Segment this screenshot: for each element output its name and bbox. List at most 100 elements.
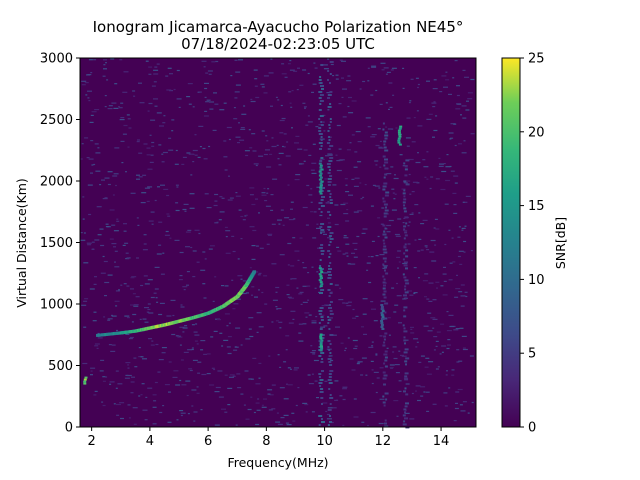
noise-speckle	[354, 151, 358, 153]
noise-speckle	[389, 366, 394, 369]
noise-speckle	[168, 391, 171, 393]
noise-speckle	[204, 82, 209, 84]
noise-speckle	[345, 191, 350, 193]
noise-speckle	[102, 255, 105, 258]
noise-speckle	[398, 350, 401, 352]
noise-speckle	[268, 409, 273, 411]
noise-speckle	[368, 346, 374, 348]
interference-band-cell	[403, 336, 406, 339]
interference-band-cell	[328, 295, 331, 297]
noise-speckle	[111, 102, 117, 104]
interference-band-cell	[327, 97, 330, 99]
noise-speckle	[353, 166, 358, 168]
noise-speckle	[258, 212, 260, 214]
noise-speckle	[380, 223, 384, 225]
noise-speckle	[97, 337, 103, 339]
noise-speckle	[80, 232, 83, 234]
noise-speckle	[154, 266, 160, 268]
noise-speckle	[302, 267, 307, 269]
noise-speckle	[388, 219, 394, 222]
noise-speckle	[282, 224, 285, 226]
noise-speckle	[116, 329, 118, 332]
noise-speckle	[140, 356, 144, 358]
noise-speckle	[139, 102, 145, 104]
noise-speckle	[221, 197, 225, 199]
noise-speckle	[311, 350, 316, 352]
noise-speckle	[116, 220, 120, 222]
interference-band-cell	[384, 356, 388, 359]
noise-speckle	[287, 184, 290, 186]
noise-speckle	[165, 75, 169, 77]
noise-speckle	[150, 344, 155, 346]
hotspot-cell	[380, 322, 384, 324]
noise-speckle	[405, 137, 411, 139]
noise-speckle	[279, 327, 282, 329]
colorbar-tick-label: 5	[528, 347, 536, 362]
noise-speckle	[249, 187, 255, 189]
noise-speckle	[223, 140, 227, 142]
noise-speckle	[423, 325, 429, 327]
noise-speckle	[347, 75, 351, 77]
interference-band-cell	[320, 250, 325, 252]
hotspot-cell	[398, 127, 402, 130]
noise-speckle	[120, 102, 124, 104]
noise-speckle	[202, 147, 206, 150]
interference-band-cell	[384, 422, 387, 425]
noise-speckle	[294, 367, 299, 369]
noise-speckle	[189, 193, 195, 195]
interference-band-cell	[320, 397, 324, 399]
noise-speckle	[208, 145, 211, 148]
noise-speckle	[271, 408, 276, 410]
interference-band-cell	[384, 269, 386, 272]
x-axis: 2 4 6 8 10 12 14	[88, 427, 449, 449]
noise-speckle	[130, 277, 135, 279]
noise-speckle	[179, 326, 185, 328]
interference-band-cell	[383, 278, 386, 281]
interference-band-cell	[404, 387, 407, 390]
x-tick-label: 10	[316, 434, 333, 449]
hotspot-cell	[318, 162, 322, 165]
noise-speckle	[306, 184, 310, 187]
noise-speckle	[362, 228, 368, 230]
noise-speckle	[204, 96, 207, 98]
noise-speckle	[214, 424, 220, 426]
noise-speckle	[383, 67, 389, 69]
noise-speckle	[277, 423, 283, 425]
noise-speckle	[295, 174, 301, 176]
noise-speckle	[260, 83, 265, 85]
x-tick-label: 12	[375, 434, 392, 449]
interference-band-cell	[383, 212, 388, 215]
noise-speckle	[163, 115, 166, 117]
interference-band-cell	[328, 373, 332, 375]
noise-speckle	[304, 107, 306, 109]
noise-speckle	[113, 107, 119, 109]
noise-speckle	[158, 244, 162, 246]
y-tick-label: 1500	[40, 236, 73, 251]
noise-speckle	[122, 133, 127, 135]
interference-band-cell	[383, 317, 388, 320]
noise-speckle	[455, 391, 460, 393]
noise-speckle	[149, 161, 154, 163]
interference-band-cell	[403, 198, 407, 201]
noise-speckle	[357, 210, 363, 212]
trace-layer	[96, 270, 257, 337]
noise-speckle	[94, 239, 100, 241]
noise-speckle	[432, 403, 437, 405]
noise-speckle	[140, 202, 146, 204]
noise-speckle	[150, 154, 154, 156]
hotspot-cell	[319, 188, 323, 191]
interference-band-cell	[328, 136, 331, 138]
interference-band-cell	[327, 358, 332, 360]
interference-band-cell	[402, 201, 406, 204]
noise-speckle	[303, 149, 308, 151]
noise-speckle	[352, 317, 357, 319]
noise-speckle	[83, 300, 88, 302]
interference-band-cell	[318, 247, 323, 249]
noise-speckle	[211, 61, 216, 63]
noise-speckle	[87, 74, 92, 76]
noise-speckle	[307, 72, 310, 75]
noise-speckle	[165, 230, 169, 233]
interference-band-cell	[329, 292, 333, 294]
noise-speckle	[194, 334, 200, 336]
interference-band-cell	[383, 215, 387, 218]
